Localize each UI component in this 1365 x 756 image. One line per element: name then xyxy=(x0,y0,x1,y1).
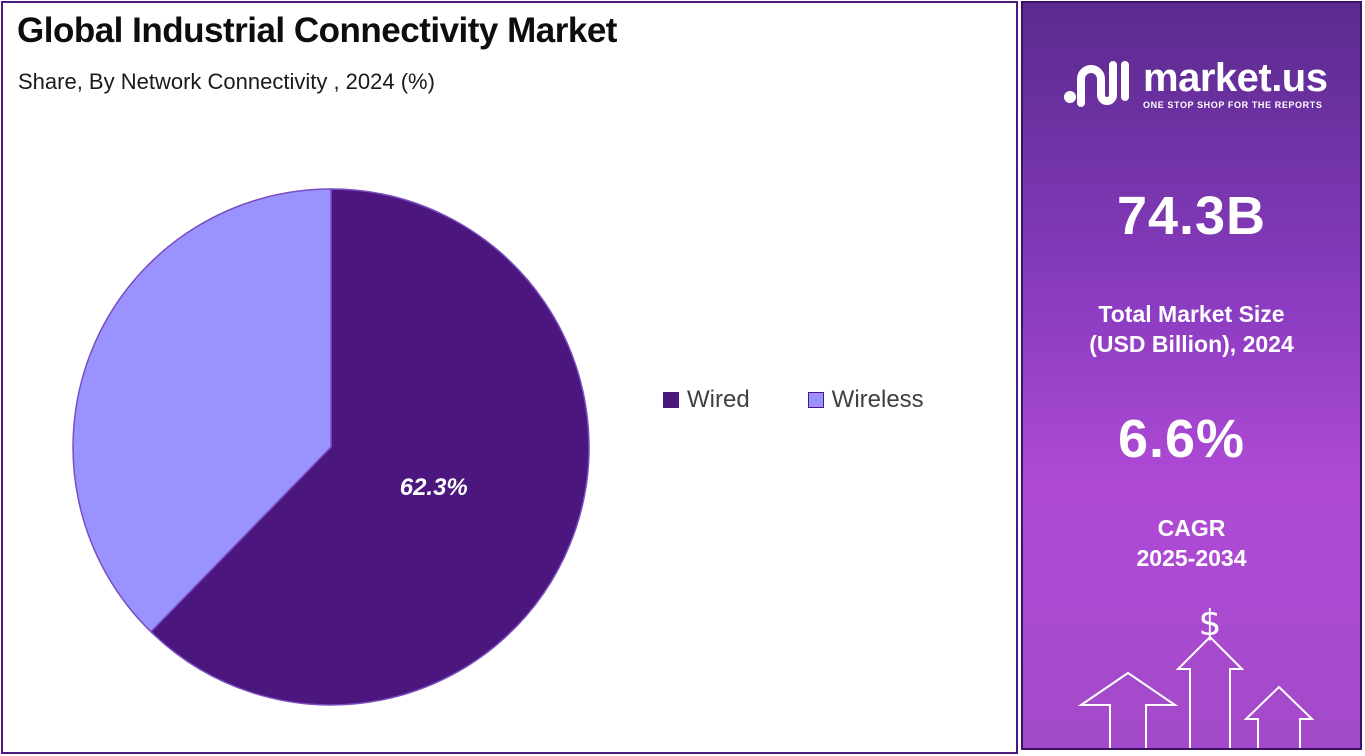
market-size-label-line1: Total Market Size xyxy=(1098,301,1285,327)
legend-swatch-wired xyxy=(663,392,679,408)
market-size-value: 74.3B xyxy=(1116,186,1267,246)
cagr-label-line2: 2025-2034 xyxy=(1136,545,1247,571)
legend-label-wired: Wired xyxy=(687,386,750,413)
chart-panel: Global Industrial Connectivity Market Sh… xyxy=(1,1,1018,754)
legend-label-wireless: Wireless xyxy=(831,386,924,413)
data-label-wired: 62.3% xyxy=(400,474,468,501)
cagr-label-line1: CAGR xyxy=(1157,515,1226,541)
summary-panel: market.us ONE STOP SHOP FOR THE REPORTS … xyxy=(1021,1,1362,750)
brand-name: market.us xyxy=(1143,56,1328,100)
pie-chart: 62.3% xyxy=(72,188,590,706)
legend-swatch-wireless xyxy=(807,392,824,408)
pie-slice-wireless xyxy=(72,188,332,633)
cagr-value: 6.6% xyxy=(1117,409,1246,469)
brand-logo: market.us ONE STOP SHOP FOR THE REPORTS xyxy=(1063,56,1328,111)
dollar-icon: $ xyxy=(1199,603,1222,644)
pie-slice-wired xyxy=(149,188,590,706)
legend-item-wireless: Wireless xyxy=(807,386,924,414)
chart-subtitle: Share, By Network Connectivity , 2024 (%… xyxy=(18,69,435,94)
chart-title: Global Industrial Connectivity Market xyxy=(17,11,617,50)
market-size-label-line2: (USD Billion), 2024 xyxy=(1089,331,1294,357)
brand-tagline: ONE STOP SHOP FOR THE REPORTS xyxy=(1143,100,1323,110)
chart-legend: Wired Wireless xyxy=(663,386,924,414)
growth-arrows-icon: $ xyxy=(1077,603,1315,748)
market-us-logo-icon xyxy=(1064,61,1129,107)
legend-item-wired: Wired xyxy=(663,386,750,414)
